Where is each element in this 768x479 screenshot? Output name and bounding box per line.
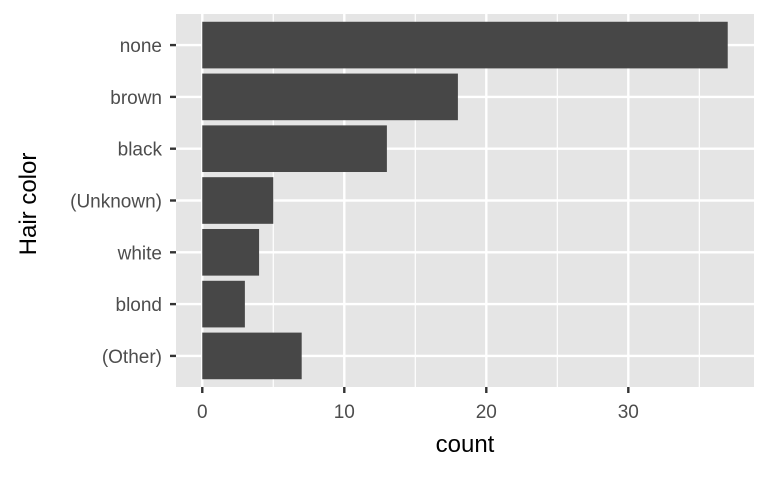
x-axis-title: count (436, 431, 495, 458)
bar-blond (202, 280, 245, 328)
y-tick-label: none (120, 36, 162, 57)
bar-none (202, 21, 728, 69)
x-tick-label: 20 (476, 402, 497, 423)
x-tick-label: 10 (334, 402, 355, 423)
y-tick-label: black (118, 140, 163, 161)
y-tick-label: (Unknown) (70, 192, 162, 213)
bar-white (202, 228, 260, 276)
y-tick-label: white (117, 243, 162, 264)
bar-(Other) (202, 332, 302, 380)
y-axis-title: Hair color (15, 153, 42, 256)
bar-black (202, 125, 387, 173)
bar-brown (202, 73, 458, 121)
y-tick-label: blond (116, 295, 163, 316)
y-tick-label: (Other) (102, 347, 162, 368)
y-tick-label: brown (110, 88, 162, 109)
x-tick-label: 0 (197, 402, 208, 423)
bar-(Unknown) (202, 177, 274, 224)
x-tick-label: 30 (618, 402, 639, 423)
